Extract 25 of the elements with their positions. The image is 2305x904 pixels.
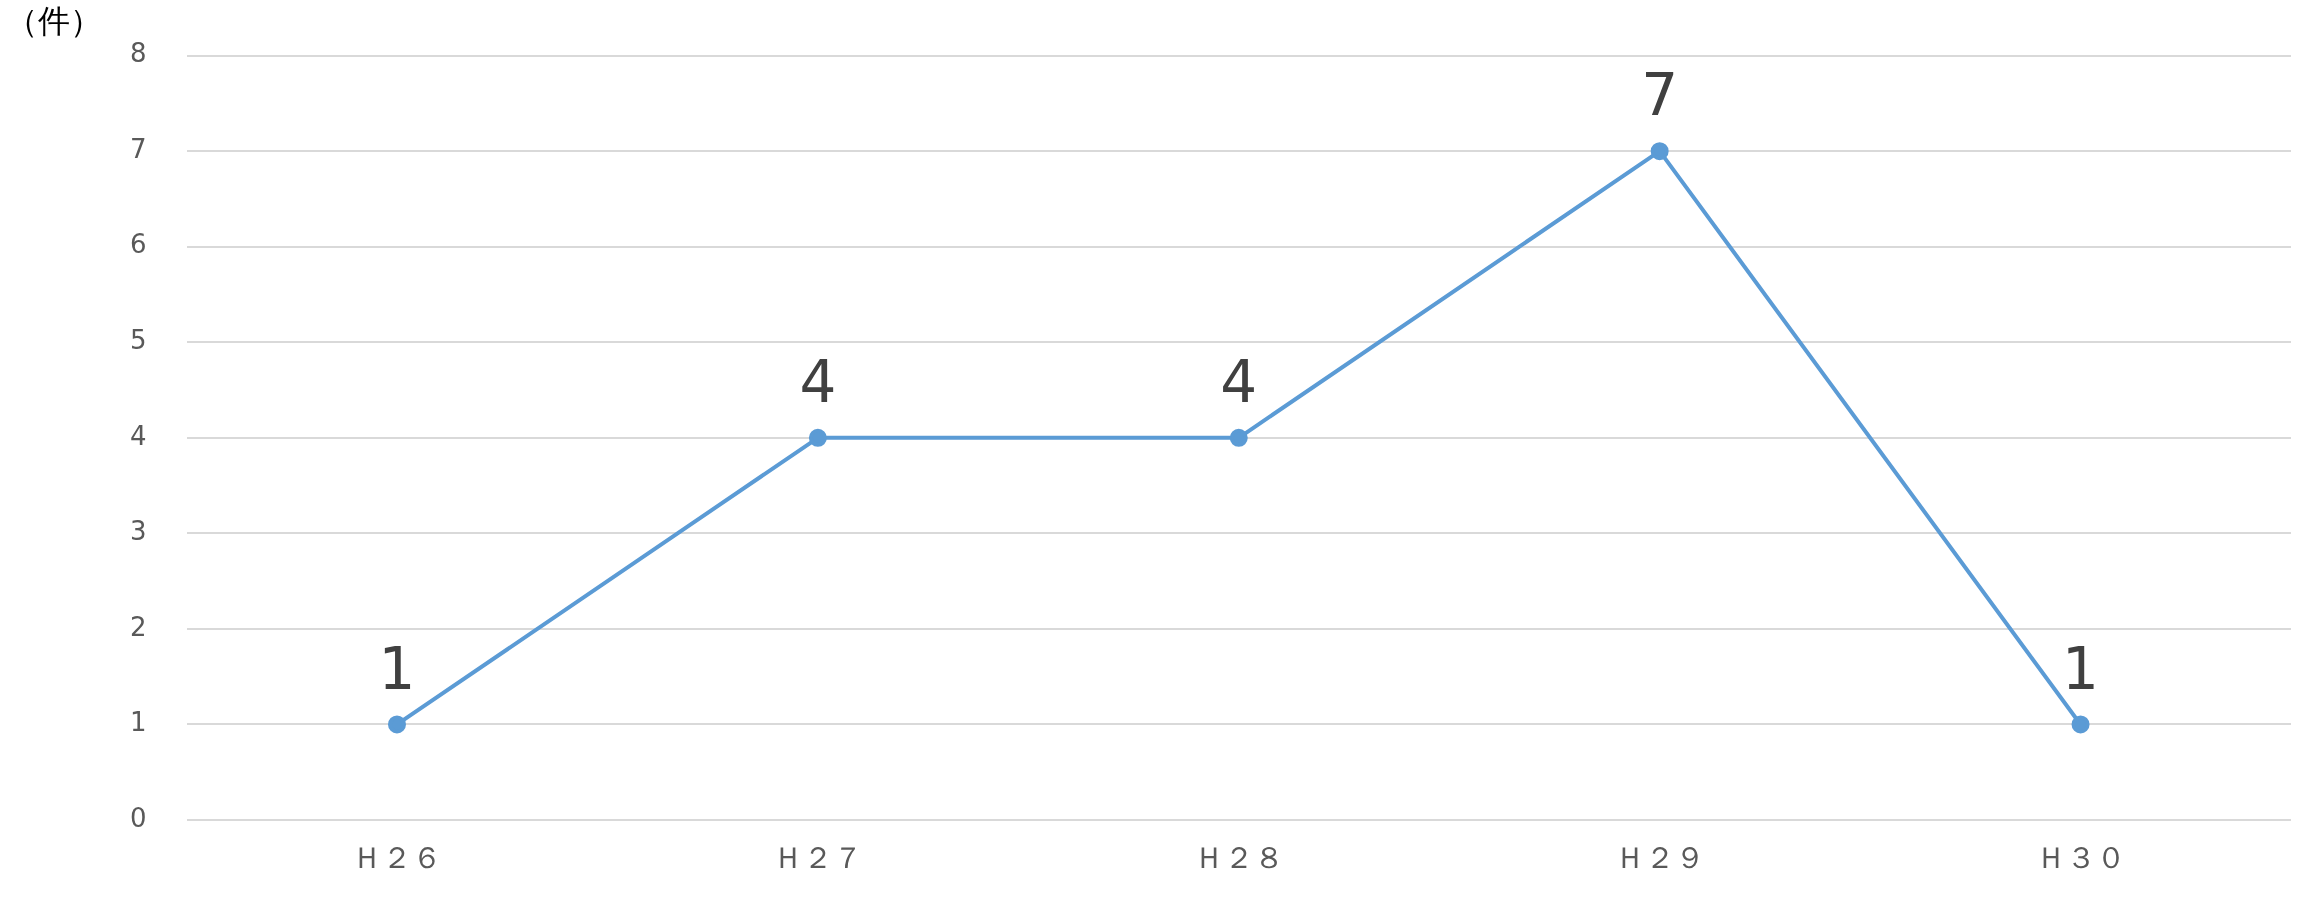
x-tick-label: Ｈ３０ xyxy=(2035,839,2126,875)
y-tick-label: 4 xyxy=(130,420,147,451)
y-tick-label: 8 xyxy=(130,38,147,69)
point xyxy=(808,428,827,447)
point xyxy=(1650,142,1669,161)
data-label: 1 xyxy=(2062,634,2100,703)
data-label: 7 xyxy=(1641,61,1679,130)
y-tick-label: 1 xyxy=(130,707,147,738)
y-tick-label: 5 xyxy=(130,325,147,355)
y-tick-label: 6 xyxy=(130,229,147,260)
data-label: 4 xyxy=(799,347,837,416)
y-tick-label: 2 xyxy=(130,611,147,642)
data-label: 1 xyxy=(378,634,416,703)
x-tick-label: Ｈ２８ xyxy=(1193,839,1284,875)
y-tick-label: 7 xyxy=(130,133,147,164)
y-axis-title: （件） xyxy=(6,2,102,41)
x-tick-label: Ｈ２６ xyxy=(351,839,442,875)
point xyxy=(2071,715,2090,734)
y-tick-label: 3 xyxy=(130,516,147,547)
point xyxy=(387,715,406,734)
x-tick-label: Ｈ２７ xyxy=(772,839,863,875)
x-tick-label: Ｈ２９ xyxy=(1614,839,1705,875)
data-label: 4 xyxy=(1220,347,1258,416)
point xyxy=(1229,428,1248,447)
y-tick-label: 0 xyxy=(130,802,147,833)
